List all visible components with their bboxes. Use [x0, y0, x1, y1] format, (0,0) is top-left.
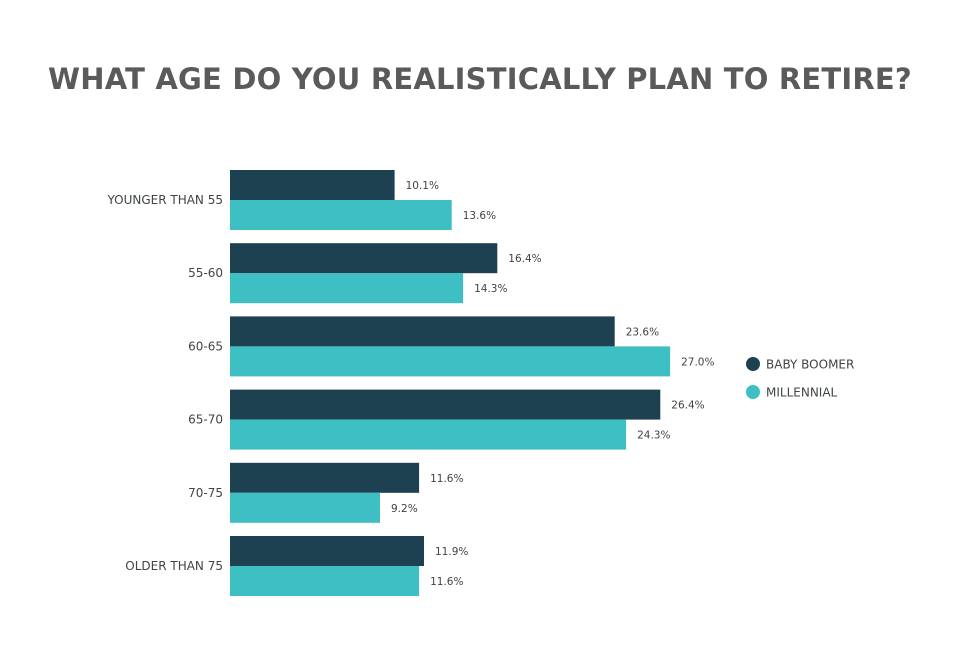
category-label-older-than-75: OLDER THAN 75 [125, 559, 223, 573]
bar-millennial-65-70 [230, 419, 627, 450]
legend-label-baby-boomer: BABY BOOMER [766, 358, 854, 372]
value-label-millennial-60-65: 27.0% [681, 356, 714, 368]
legend: BABY BOOMER MILLENNIAL [746, 357, 854, 400]
chart-title: WHAT AGE DO YOU REALISTICALLY PLAN TO RE… [48, 62, 912, 96]
value-label-millennial-65-70: 24.3% [637, 430, 670, 442]
labels-layer: YOUNGER THAN 55 10.1% 13.6% 55-60 16.4% 14.3%… [106, 180, 714, 588]
value-label-millennial-55-60: 14.3% [474, 283, 507, 295]
category-label-70-75: 70-75 [188, 486, 223, 500]
value-label-baby-boomer-70-75: 11.6% [430, 473, 463, 485]
bar-millennial-70-75 [230, 492, 380, 523]
value-label-millennial-70-75: 9.2% [391, 503, 418, 515]
bar-millennial-older-than-75 [230, 566, 420, 596]
value-label-baby-boomer-55-60: 16.4% [508, 253, 541, 265]
bar-millennial-55-60 [230, 273, 464, 304]
legend-label-millennial: MILLENNIAL [766, 386, 838, 400]
value-label-baby-boomer-younger-than-55: 10.1% [406, 180, 439, 192]
value-label-baby-boomer-60-65: 23.6% [626, 326, 659, 338]
category-label-55-60: 55-60 [188, 266, 223, 280]
bar-millennial-younger-than-55 [230, 200, 452, 230]
legend-marker-millennial [746, 385, 760, 399]
category-label-65-70: 65-70 [188, 413, 223, 427]
bar-baby-boomer-60-65 [230, 316, 615, 347]
category-label-younger-than-55: YOUNGER THAN 55 [106, 193, 223, 207]
category-label-60-65: 60-65 [188, 339, 223, 353]
value-label-baby-boomer-older-than-75: 11.9% [435, 546, 468, 558]
bars-layer [230, 170, 671, 596]
value-label-millennial-younger-than-55: 13.6% [463, 210, 496, 222]
bar-baby-boomer-older-than-75 [230, 536, 424, 566]
bar-baby-boomer-70-75 [230, 462, 420, 493]
bar-baby-boomer-55-60 [230, 243, 498, 274]
value-label-baby-boomer-65-70: 26.4% [671, 400, 704, 412]
bar-millennial-60-65 [230, 346, 671, 377]
legend-marker-baby-boomer [746, 357, 760, 371]
value-label-millennial-older-than-75: 11.6% [430, 576, 463, 588]
bar-baby-boomer-younger-than-55 [230, 170, 395, 200]
bar-baby-boomer-65-70 [230, 389, 661, 420]
